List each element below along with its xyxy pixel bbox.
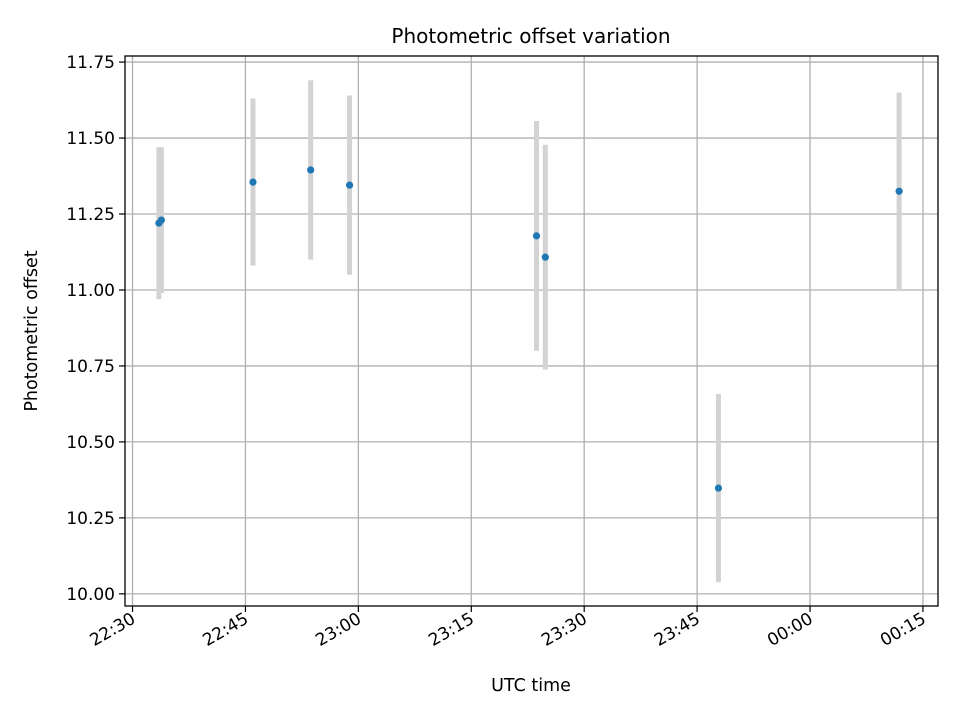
data-point — [541, 253, 549, 261]
y-tick-label: 11.00 — [66, 281, 115, 301]
y-tick-label: 10.25 — [66, 509, 115, 529]
data-point — [157, 216, 165, 224]
x-tick-label: 23:00 — [312, 609, 364, 651]
y-tick-label: 10.00 — [66, 585, 115, 605]
x-tick-label: 00:15 — [877, 609, 929, 651]
x-tick-label: 00:00 — [764, 609, 816, 651]
y-tick-label: 10.50 — [66, 433, 115, 453]
axes: 10.00 10.25 10.50 10.75 11.00 11.25 11.50 11.75… — [66, 53, 939, 651]
data-point — [532, 232, 541, 240]
y-axis-title: Photometric offset — [22, 250, 42, 411]
x-tick-label: 23:45 — [651, 609, 703, 651]
y-tick-label: 11.50 — [66, 129, 115, 149]
data-points — [155, 166, 903, 492]
y-tick-label: 10.75 — [66, 357, 115, 377]
data-point — [307, 166, 315, 174]
data-point — [345, 181, 354, 189]
y-tick-label: 11.25 — [66, 205, 115, 225]
data-point — [895, 187, 903, 195]
error-bars — [156, 80, 902, 583]
x-tick-label: 22:45 — [200, 609, 252, 651]
chart-title: Photometric offset variation — [391, 24, 670, 48]
data-point — [249, 178, 257, 186]
x-tick-label: 23:30 — [538, 609, 590, 651]
data-point — [714, 484, 723, 492]
x-tick-label: 22:30 — [87, 609, 139, 651]
grid-lines — [125, 56, 938, 606]
x-axis-title: UTC time — [491, 676, 571, 696]
y-tick-label: 11.75 — [66, 53, 115, 73]
plot-frame — [124, 55, 939, 607]
x-tick-label: 23:15 — [425, 609, 477, 651]
